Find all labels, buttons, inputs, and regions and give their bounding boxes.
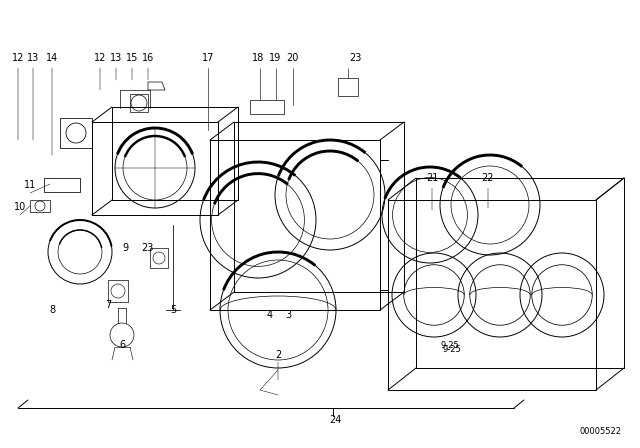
Text: 22: 22	[482, 173, 494, 183]
Text: 24: 24	[329, 415, 341, 425]
Text: 14: 14	[46, 53, 58, 63]
Text: 8: 8	[49, 305, 55, 315]
Text: 5: 5	[170, 305, 176, 315]
Text: 18: 18	[252, 53, 264, 63]
Text: 15: 15	[126, 53, 138, 63]
Text: 16: 16	[142, 53, 154, 63]
Text: 12: 12	[12, 53, 24, 63]
Text: 9-25: 9-25	[443, 345, 461, 354]
Text: 12: 12	[94, 53, 106, 63]
Text: 2: 2	[275, 350, 281, 360]
Text: 13: 13	[110, 53, 122, 63]
Text: 21: 21	[426, 173, 438, 183]
Text: 19: 19	[269, 53, 281, 63]
Text: 9: 9	[122, 243, 128, 253]
Text: 9-25: 9-25	[440, 340, 460, 349]
Text: 23: 23	[141, 243, 153, 253]
Text: 20: 20	[286, 53, 298, 63]
Text: 4: 4	[267, 310, 273, 320]
Text: 17: 17	[202, 53, 214, 63]
Text: 6: 6	[119, 340, 125, 350]
Text: 00005522: 00005522	[580, 427, 622, 436]
Text: 23: 23	[349, 53, 361, 63]
Text: 3: 3	[285, 310, 291, 320]
Text: 13: 13	[27, 53, 39, 63]
Text: 11: 11	[24, 180, 36, 190]
Text: 10: 10	[14, 202, 26, 212]
Text: 7: 7	[105, 300, 111, 310]
